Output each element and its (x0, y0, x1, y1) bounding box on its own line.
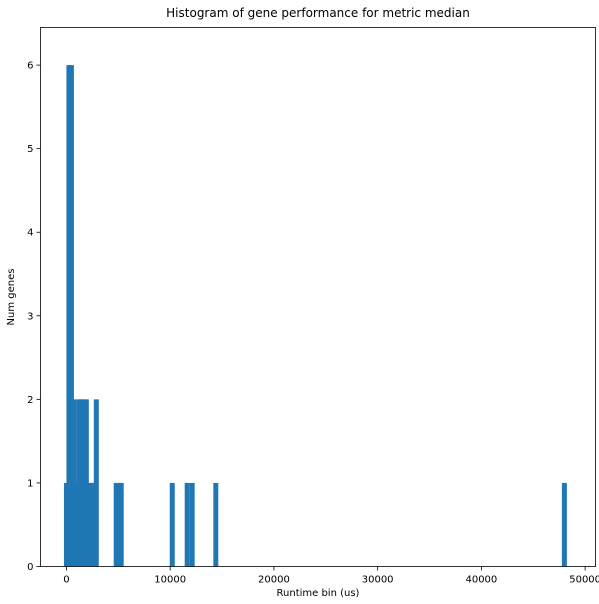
y-tick-label: 3 (27, 311, 33, 322)
x-tick-label: 10000 (154, 575, 186, 586)
histogram-bar-7 (81, 399, 87, 567)
y-tick-label: 5 (27, 144, 33, 155)
histogram-bars (63, 65, 567, 567)
histogram-bar-15 (118, 482, 124, 567)
histogram-bar-10 (88, 482, 94, 567)
x-tick-label: 50000 (569, 575, 599, 586)
histogram-bar-2 (68, 65, 74, 567)
histogram-bar-20 (561, 482, 567, 567)
x-tick-label: 40000 (465, 575, 497, 586)
histogram-bar-19 (213, 482, 219, 567)
y-axis-label: Num genes (6, 269, 17, 326)
y-tick-label: 4 (27, 228, 33, 239)
y-tick-label: 1 (27, 478, 33, 489)
x-axis-label: Runtime bin (us) (277, 588, 360, 599)
y-tick-label: 2 (27, 395, 33, 406)
x-tick-label: 0 (63, 575, 69, 586)
y-tick-label: 0 (27, 562, 33, 573)
y-tick-label: 6 (27, 61, 33, 72)
chart-title: Histogram of gene performance for metric… (166, 6, 470, 20)
y-axis-ticks: 0 1 2 3 4 5 6 (27, 61, 41, 573)
histogram-bar-3 (71, 399, 77, 567)
plot-frame (40, 27, 596, 567)
x-axis-ticks: 0 10000 20000 30000 40000 50000 (63, 566, 599, 586)
histogram-bar-18 (189, 482, 195, 567)
histogram-bar-12 (93, 399, 99, 567)
histogram-bar-17 (184, 482, 190, 567)
histogram-bar-16 (169, 482, 175, 567)
x-tick-label: 20000 (258, 575, 290, 586)
x-tick-label: 30000 (362, 575, 394, 586)
